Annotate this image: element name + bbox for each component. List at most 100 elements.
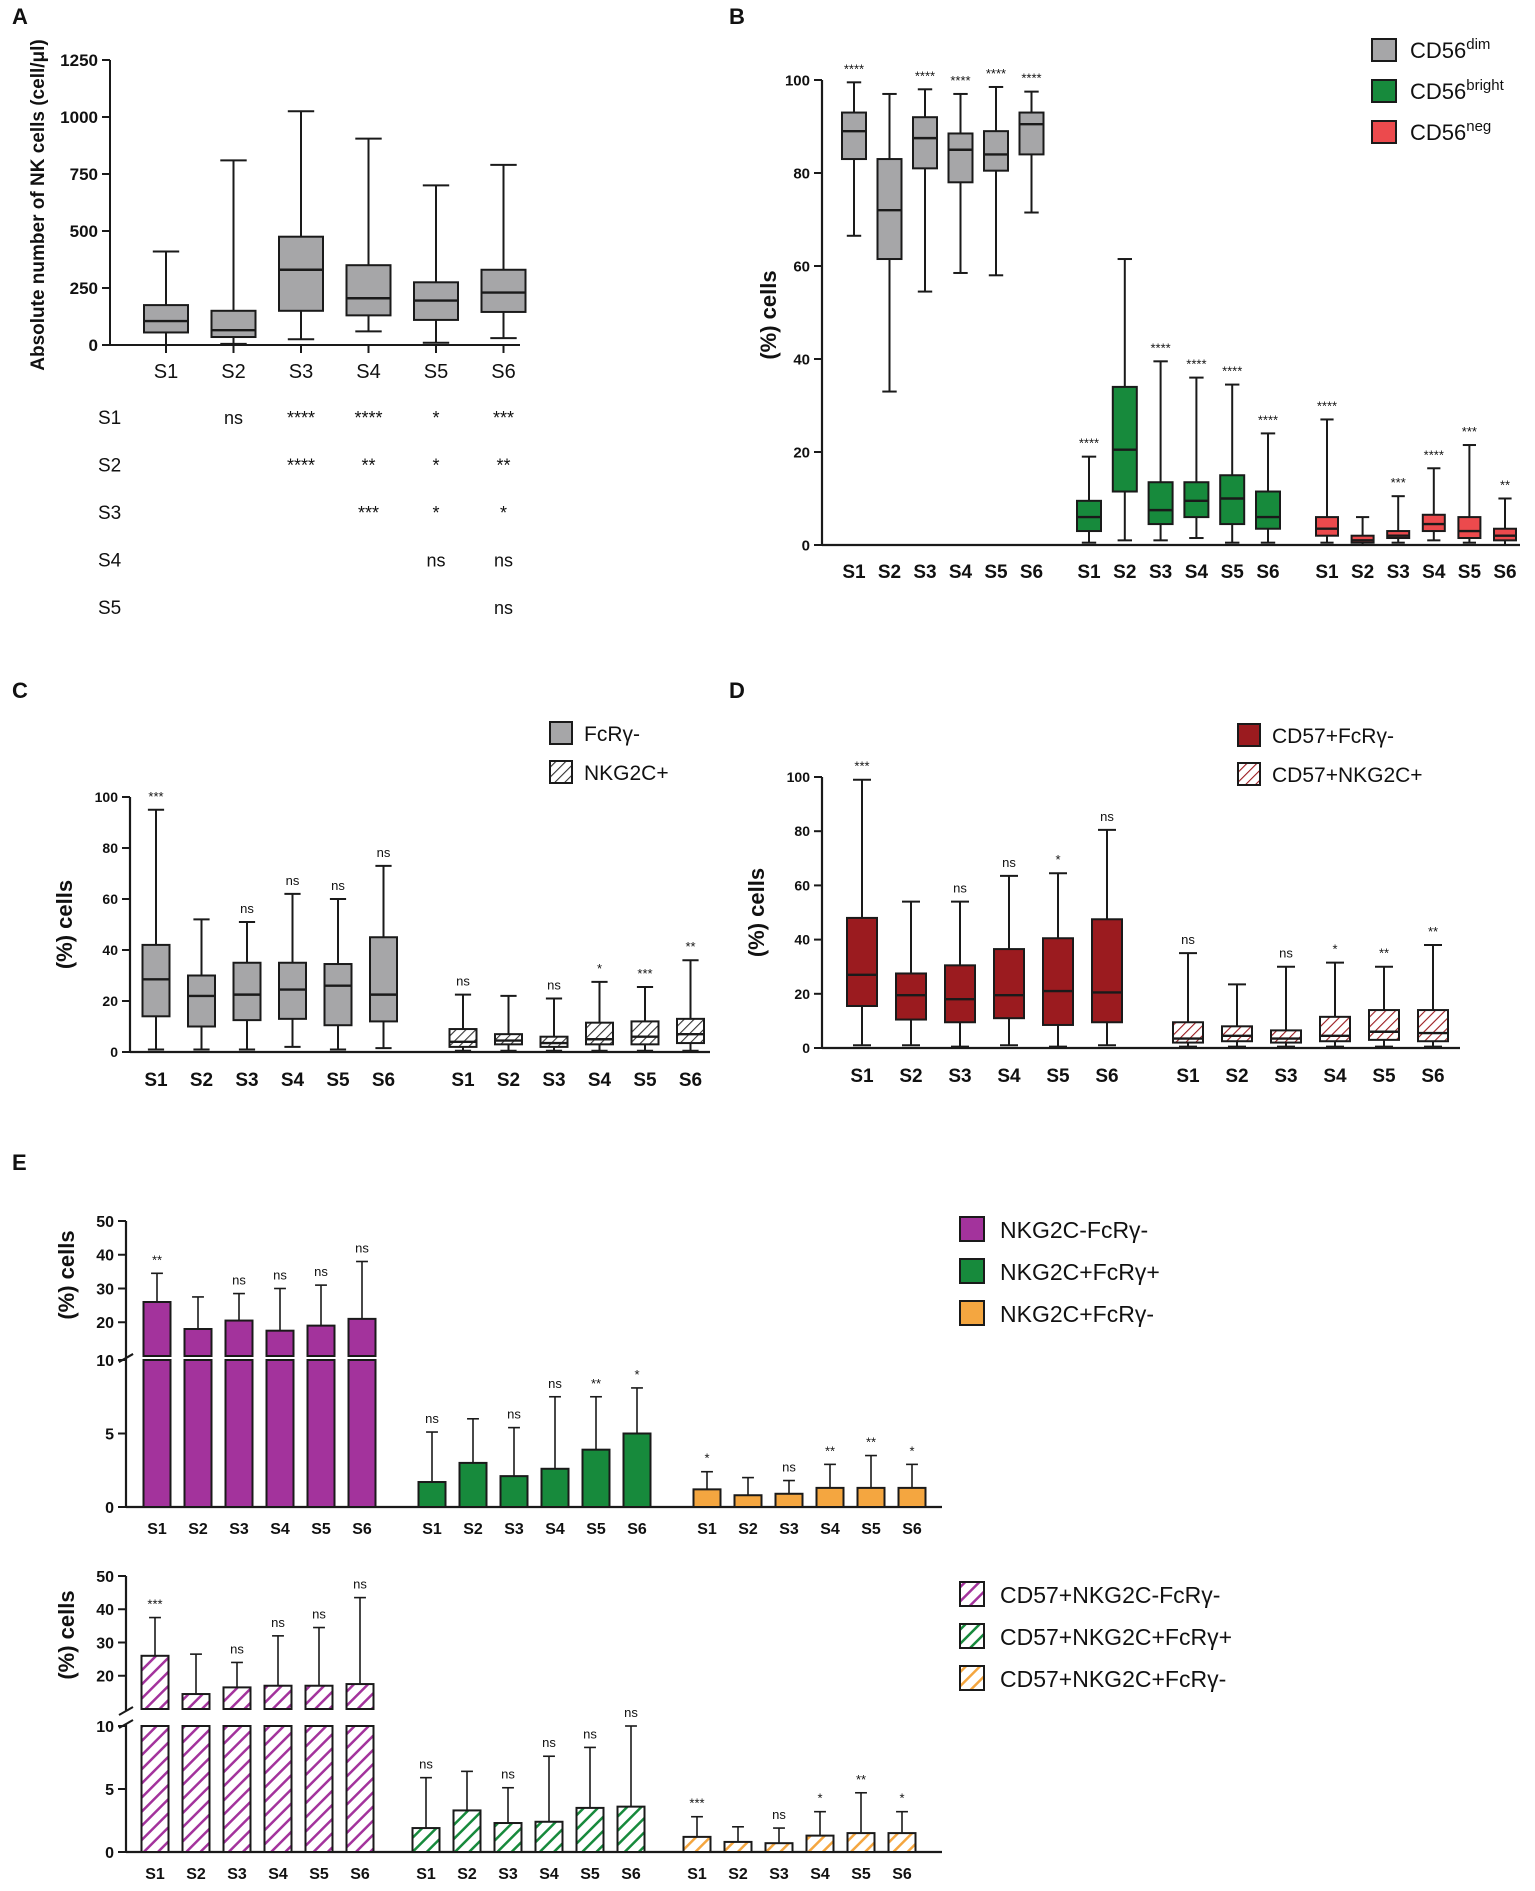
x-tick-label: S3 [779,1521,799,1538]
bar-s6: S6 ns [616,1705,646,1883]
box-s1 [143,250,189,346]
box-s4 [1421,467,1446,542]
x-tick-label: S2 [738,1521,758,1538]
box [912,116,938,170]
sig-label: **** [1150,340,1170,355]
y-tick-label: 80 [102,840,118,856]
bar [622,1432,652,1508]
legend-swatch [959,1216,985,1242]
legend-swatch [1237,762,1261,786]
bar-s3: S3 ns [499,1407,529,1538]
box-s3 [944,900,976,1048]
series-1: S1 ns S2 S3 ns S4 * S5 *** S6 ** [448,939,705,1091]
bar [692,1488,722,1508]
bar-s5: S5 ** [846,1772,876,1883]
sig-label: * [597,961,602,976]
bar-s3: S3 ns [222,1641,252,1883]
box-s6 [1493,497,1517,546]
bar-s4: S4 ns [534,1735,564,1883]
y-tick-label: 0 [105,1500,114,1517]
sig-label: ** [856,1772,866,1787]
box [1091,918,1123,1024]
x-tick-label: S1 [154,361,178,383]
bar-s1: S1 * [692,1451,722,1538]
y-tick-label: 0 [802,537,810,554]
box [448,1028,478,1048]
x-tick-label: S3 [769,1866,789,1883]
panel-b: B 0 20 40 60 80 100 (%) cells S1 **** S2 S3 **** S4 **… [729,4,1520,583]
box-s1 [1315,418,1339,544]
x-tick-label: S6 [621,1866,641,1883]
bar [774,1492,804,1509]
x-tick-label: S3 [504,1521,524,1538]
box-s5 [983,85,1009,277]
sig-label: ns [1002,855,1016,870]
y-tick-label: 60 [102,891,118,907]
y-tick-label: 0 [802,1040,810,1056]
box-s2 [876,92,903,393]
x-tick-label: S3 [227,1866,247,1883]
box-s4 [947,92,974,274]
x-tick-label: S3 [235,1070,258,1091]
box-s3 [1386,495,1411,544]
bar-s3: S3 ns [764,1807,794,1883]
x-tick-label: S1 [147,1521,167,1538]
bar-upper [306,1324,336,1357]
matrix-cell: **** [287,408,315,428]
sig-label: ns [419,1757,433,1772]
box-s6 [1018,90,1045,214]
box-s2 [1350,516,1375,546]
x-tick-label: S2 [728,1866,748,1883]
box-s6 [676,959,705,1052]
box [585,1021,614,1046]
sig-label: ns [314,1264,328,1279]
bar-s4: S4 * [805,1791,835,1883]
y-tick-label: 40 [96,1602,114,1619]
box-s5 [1457,444,1482,544]
legend-swatch [1371,120,1397,144]
y-tick-label: 40 [793,351,810,368]
matrix-cell: *** [493,408,514,428]
sig-label: ns [1100,809,1114,824]
y-tick-label: 5 [105,1426,114,1443]
bar [452,1809,482,1854]
matrix-row-label: S5 [98,598,121,619]
box [1111,385,1138,493]
sig-label: ** [685,939,695,954]
legend-label: CD56neg [1410,118,1491,145]
bar-upper [224,1319,254,1357]
x-tick-label: S4 [268,1866,288,1883]
x-tick-label: S3 [542,1070,565,1091]
x-tick-label: S5 [326,1070,350,1091]
y-axis-label: (%) cells [52,880,77,969]
x-tick-label: S6 [902,1521,922,1538]
x-tick-label: S4 [1422,562,1446,583]
sig-label: ns [542,1735,556,1750]
bar [458,1461,488,1509]
x-tick-label: S2 [1351,562,1374,583]
sig-label: ns [425,1411,439,1426]
x-tick-label: S4 [997,1066,1021,1087]
bar [897,1486,927,1509]
legend-swatch [549,760,573,784]
bar-s3: S3 ns [774,1460,804,1538]
sig-label: *** [147,1597,162,1612]
box-s2 [895,900,927,1047]
bar-lower [222,1725,252,1853]
sig-label: ns [1181,932,1195,947]
legend: NKG2C-FcRγ- NKG2C+FcRγ+ NKG2C+FcRγ- [959,1216,1160,1327]
bar [540,1467,570,1509]
box-s1 [448,993,478,1052]
sig-label: ns [583,1726,597,1741]
box [1368,1009,1400,1041]
y-tick-label: 500 [70,222,98,241]
bar [805,1834,835,1853]
box [1018,111,1045,156]
x-tick-label: S5 [984,562,1008,583]
y-tick-label: 40 [96,1248,114,1265]
sig-label: ns [230,1641,244,1656]
x-tick-label: S6 [1493,562,1516,583]
